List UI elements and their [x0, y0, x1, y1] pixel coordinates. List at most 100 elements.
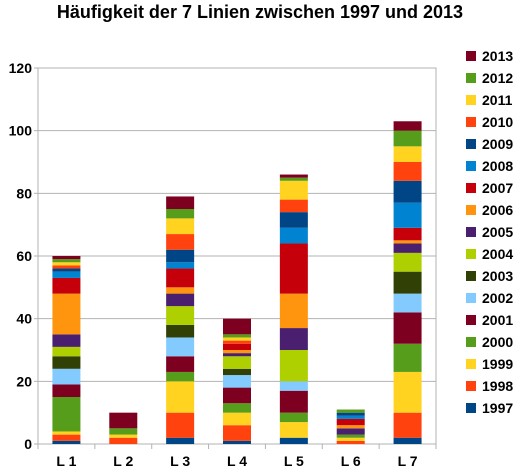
legend-swatch — [466, 359, 476, 369]
y-tick-label: 0 — [24, 436, 32, 452]
bar-segment-2002-L7 — [393, 293, 422, 313]
bar-segment-2004-L3 — [166, 306, 195, 325]
bar-segment-2002-L3 — [166, 337, 195, 357]
bar-segment-2007-L1 — [52, 277, 81, 294]
bar-segment-2003-L7 — [393, 271, 422, 294]
bar-segment-2005-L1 — [52, 334, 81, 347]
bar-segment-2007-L6 — [336, 418, 365, 426]
bar-segment-1999-L3 — [166, 381, 195, 413]
bar-segment-1999-L5 — [279, 422, 308, 438]
bar-segment-2012-L1 — [52, 259, 81, 263]
bar-segment-2011-L5 — [279, 180, 308, 200]
bar-segment-1997-L7 — [393, 437, 422, 444]
bar-segment-2008-L6 — [336, 415, 365, 419]
bar-segment-1997-L1 — [52, 440, 81, 444]
bar-segment-2007-L3 — [166, 268, 195, 288]
bar-segment-2001-L7 — [393, 312, 422, 344]
bar-segment-2013-L1 — [52, 256, 81, 260]
bar-segment-2000-L5 — [279, 412, 308, 423]
legend-label: 1999 — [482, 356, 513, 372]
x-tick-label: L 4 — [227, 453, 247, 469]
bar-segment-2005-L6 — [336, 428, 365, 435]
bar-segment-2006-L1 — [52, 293, 81, 335]
bar-segment-2006-L6 — [336, 425, 365, 429]
bar-segment-2000-L7 — [393, 343, 422, 372]
bar-segment-2002-L5 — [279, 381, 308, 391]
bar-segment-2000-L6 — [336, 434, 365, 438]
legend-label: 2001 — [482, 312, 513, 328]
x-tick-label: L 3 — [170, 453, 190, 469]
bar-segment-2003-L3 — [166, 324, 195, 338]
y-tick-label: 100 — [9, 123, 33, 139]
bar-segment-2013-L7 — [393, 121, 422, 131]
bar-segment-2008-L7 — [393, 202, 422, 228]
bar-segment-1999-L4 — [223, 412, 251, 426]
bar-segment-2012-L5 — [279, 177, 308, 181]
y-tick-label: 80 — [16, 185, 32, 201]
bar-segment-2008-L5 — [279, 227, 308, 244]
y-tick-label: 120 — [9, 60, 33, 76]
y-tick-label: 40 — [16, 311, 32, 327]
bar-segment-2008-L1 — [52, 271, 81, 278]
legend-label: 2012 — [482, 70, 513, 86]
bar-segment-2006-L3 — [166, 287, 195, 294]
bar-segment-2012-L6 — [336, 409, 365, 413]
bar-segment-2001-L2 — [109, 412, 138, 429]
legend-label: 2008 — [482, 158, 513, 174]
bar-segment-2011-L4 — [223, 337, 251, 341]
bar-segment-1997-L5 — [279, 437, 308, 444]
x-tick-label: L 1 — [56, 453, 76, 469]
bar-segment-1997-L4 — [223, 440, 251, 444]
bar-segment-2010-L7 — [393, 162, 422, 181]
legend-label: 2011 — [482, 92, 513, 108]
bar-segment-2011-L7 — [393, 146, 422, 162]
bar-segment-2005-L5 — [279, 328, 308, 350]
bar-segment-2006-L7 — [393, 240, 422, 244]
chart-title: Häufigkeit der 7 Linien zwischen 1997 un… — [56, 2, 464, 22]
bar-segment-2000-L4 — [223, 403, 251, 413]
legend-label: 2003 — [482, 268, 513, 284]
bar-segment-2002-L1 — [52, 368, 81, 385]
bar-segment-2004-L4 — [223, 356, 251, 369]
bar-segment-2000-L3 — [166, 371, 195, 382]
bar-segment-2012-L4 — [223, 334, 251, 338]
legend-swatch — [466, 337, 476, 347]
bar-segment-2004-L1 — [52, 346, 81, 357]
bar-segment-2012-L7 — [393, 130, 422, 147]
bar-segment-2010-L5 — [279, 199, 308, 213]
bar-segment-2005-L7 — [393, 243, 422, 253]
legend-label: 2007 — [482, 180, 513, 196]
legend-label: 1998 — [482, 378, 513, 394]
legend-swatch — [466, 381, 476, 391]
legend-swatch — [466, 205, 476, 215]
bar-segment-1999-L6 — [336, 437, 365, 441]
bar-segment-2003-L4 — [223, 368, 251, 376]
bar-segment-2001-L4 — [223, 387, 251, 404]
bar-segment-2012-L3 — [166, 209, 195, 219]
legend-swatch — [466, 139, 476, 149]
legend-label: 2000 — [482, 334, 513, 350]
bar-segment-1999-L7 — [393, 371, 422, 413]
bar-segment-2009-L7 — [393, 180, 422, 203]
legend-label: 2002 — [482, 290, 513, 306]
bar-segment-1998-L6 — [336, 440, 365, 444]
bar-segment-2002-L4 — [223, 375, 251, 388]
bar-segment-2009-L5 — [279, 212, 308, 228]
bar-segment-2010-L1 — [52, 265, 81, 269]
legend-label: 2004 — [482, 246, 513, 262]
legend-label: 2010 — [482, 114, 513, 130]
y-tick-label: 60 — [16, 248, 32, 264]
x-tick-label: L 2 — [113, 453, 133, 469]
bar-segment-2003-L1 — [52, 356, 81, 369]
bar-segment-2006-L5 — [279, 293, 308, 329]
x-tick-label: L 6 — [341, 453, 361, 469]
bar-segment-2013-L5 — [279, 174, 308, 178]
bar-segment-2004-L7 — [393, 252, 422, 272]
legend-swatch — [466, 249, 476, 259]
legend-swatch — [466, 271, 476, 281]
y-tick-label: 20 — [16, 373, 32, 389]
bar-segment-2005-L4 — [223, 353, 251, 357]
bar-segment-2006-L4 — [223, 350, 251, 354]
bar-segment-2007-L7 — [393, 227, 422, 241]
